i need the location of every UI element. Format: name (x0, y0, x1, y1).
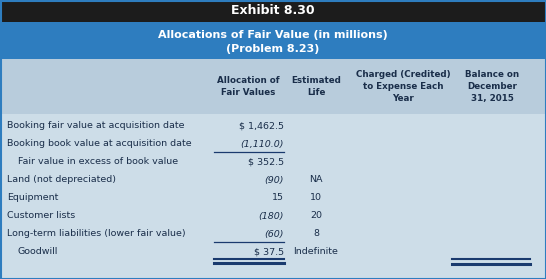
Text: (180): (180) (258, 211, 284, 220)
FancyBboxPatch shape (0, 22, 546, 59)
Text: (90): (90) (264, 175, 284, 184)
Text: Land (not depreciated): Land (not depreciated) (7, 175, 116, 184)
Text: Exhibit 8.30: Exhibit 8.30 (231, 4, 315, 18)
Text: Booking book value at acquisition date: Booking book value at acquisition date (7, 140, 192, 148)
Text: Equipment: Equipment (7, 194, 58, 203)
Text: (Problem 8.23): (Problem 8.23) (226, 44, 320, 54)
FancyBboxPatch shape (0, 0, 546, 22)
Text: Booking fair value at acquisition date: Booking fair value at acquisition date (7, 121, 185, 131)
Text: 20: 20 (310, 211, 322, 220)
Text: 8: 8 (313, 230, 319, 239)
Text: Long-term liabilities (lower fair value): Long-term liabilities (lower fair value) (7, 230, 186, 239)
Text: Charged (Credited)
to Expense Each
Year: Charged (Credited) to Expense Each Year (355, 70, 450, 103)
Text: Allocation of
Fair Values: Allocation of Fair Values (217, 76, 280, 97)
Text: Goodwill: Goodwill (18, 247, 58, 256)
Text: $ 1,462.5: $ 1,462.5 (239, 121, 284, 131)
FancyBboxPatch shape (0, 59, 546, 114)
Text: Balance on
December
31, 2015: Balance on December 31, 2015 (465, 70, 519, 103)
Text: Fair value in excess of book value: Fair value in excess of book value (18, 158, 178, 167)
Text: Estimated
Life: Estimated Life (291, 76, 341, 97)
Text: 10: 10 (310, 194, 322, 203)
FancyBboxPatch shape (0, 114, 546, 279)
Text: Indefinite: Indefinite (294, 247, 339, 256)
Text: 15: 15 (272, 194, 284, 203)
Text: $ 352.5: $ 352.5 (248, 158, 284, 167)
Text: (1,110.0): (1,110.0) (240, 140, 284, 148)
Text: Allocations of Fair Value (in millions): Allocations of Fair Value (in millions) (158, 30, 388, 40)
Text: (60): (60) (264, 230, 284, 239)
Text: NA: NA (309, 175, 323, 184)
Text: $ 37.5: $ 37.5 (254, 247, 284, 256)
Text: Customer lists: Customer lists (7, 211, 75, 220)
